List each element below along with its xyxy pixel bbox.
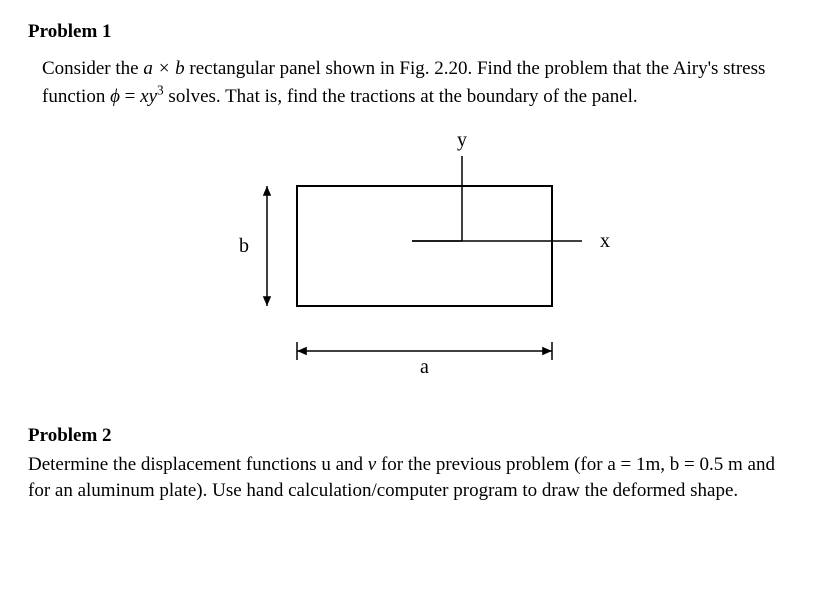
svg-text:a: a	[420, 356, 429, 378]
v-symbol: v	[368, 454, 376, 475]
equals-symbol: =	[120, 86, 140, 107]
problem1-text: Consider the a × b rectangular panel sho…	[42, 55, 795, 112]
problem2-heading: Problem 2	[28, 422, 795, 451]
panel-figure: y x b a	[192, 126, 632, 386]
xy-symbol: xy	[140, 86, 157, 107]
p1-equation: ϕ = xy3	[110, 86, 164, 107]
svg-text:x: x	[600, 230, 610, 252]
p2-text-1: Determine the displacement functions u a…	[28, 454, 368, 475]
svg-text:b: b	[239, 235, 249, 257]
problem2-text: Determine the displacement functions u a…	[28, 452, 795, 503]
svg-text:y: y	[457, 129, 467, 151]
p1-text-3: solves. That is, find the tractions at t…	[164, 86, 638, 107]
exponent-symbol: 3	[157, 83, 164, 98]
problem1-heading: Problem 1	[28, 18, 795, 47]
p1-text-1: Consider the	[42, 58, 143, 79]
phi-symbol: ϕ	[110, 86, 120, 107]
p1-expr-ab: a × b	[143, 58, 184, 79]
figure-container: y x b a	[28, 126, 795, 386]
